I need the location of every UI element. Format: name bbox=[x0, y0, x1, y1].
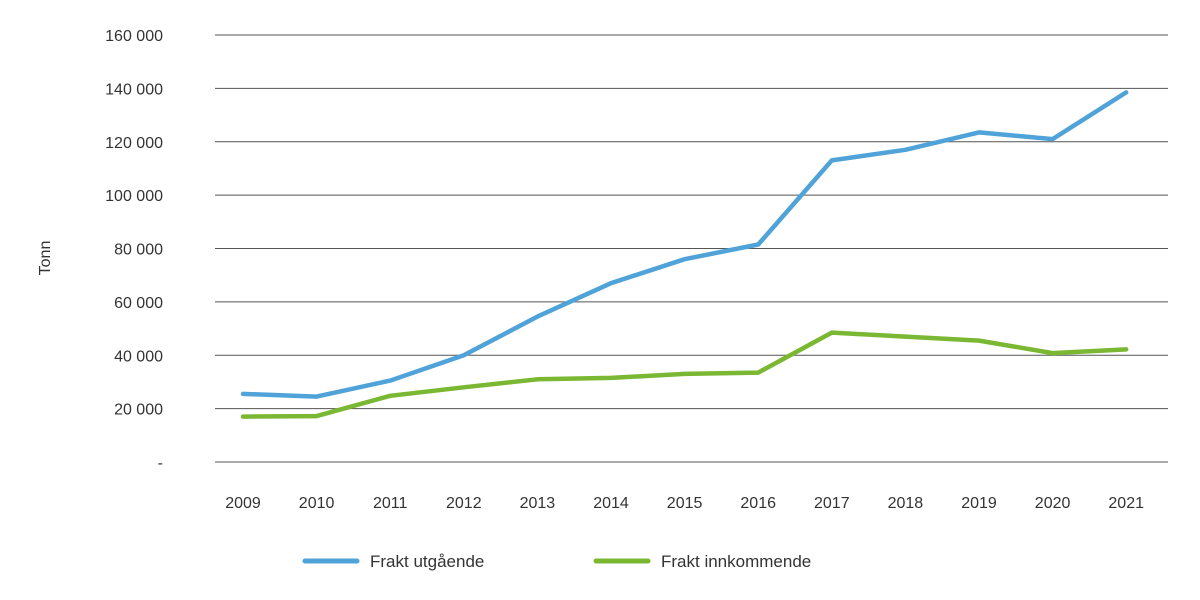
y-tick-label: 60 000 bbox=[114, 295, 163, 312]
x-tick-label: 2013 bbox=[520, 495, 556, 512]
y-tick-label: 140 000 bbox=[105, 81, 163, 98]
x-tick-label: 2016 bbox=[740, 495, 776, 512]
y-tick-label: 100 000 bbox=[105, 188, 163, 205]
y-tick-label: 80 000 bbox=[114, 242, 163, 259]
x-tick-label: 2010 bbox=[299, 495, 335, 512]
legend-label: Frakt innkommende bbox=[661, 552, 811, 571]
series-line-frakt-innkommende bbox=[240, 330, 1129, 419]
y-tick-label: 160 000 bbox=[105, 28, 163, 45]
x-tick-label: 2017 bbox=[814, 495, 850, 512]
x-tick-label: 2019 bbox=[961, 495, 997, 512]
y-tick-label: 20 000 bbox=[114, 402, 163, 419]
y-tick-label: 120 000 bbox=[105, 135, 163, 152]
x-tick-label: 2012 bbox=[446, 495, 482, 512]
x-tick-label: 2011 bbox=[373, 495, 408, 512]
y-axis-title: Tonn bbox=[37, 241, 54, 276]
x-axis-ticks: 2009 2010 2011 2012 2013 2014 2015 2016 2017 2018… bbox=[225, 495, 1144, 512]
y-tick-label: 40 000 bbox=[114, 348, 163, 365]
x-tick-label: 2014 bbox=[593, 495, 629, 512]
series-line-frakt-utgaende bbox=[240, 90, 1129, 399]
gridlines bbox=[215, 34, 1168, 463]
series-lines bbox=[240, 90, 1129, 419]
x-tick-label: 2015 bbox=[667, 495, 703, 512]
x-tick-label: 2021 bbox=[1108, 495, 1144, 512]
y-tick-label: - bbox=[158, 455, 163, 472]
x-tick-label: 2018 bbox=[888, 495, 924, 512]
legend: Frakt utgående Frakt innkommende bbox=[302, 552, 811, 571]
y-axis-ticks: - 20 000 40 000 60 000 80 000 100 000 120 000 1… bbox=[105, 28, 163, 472]
x-tick-label: 2020 bbox=[1035, 495, 1071, 512]
x-tick-label: 2009 bbox=[225, 495, 261, 512]
legend-label: Frakt utgående bbox=[370, 552, 484, 571]
